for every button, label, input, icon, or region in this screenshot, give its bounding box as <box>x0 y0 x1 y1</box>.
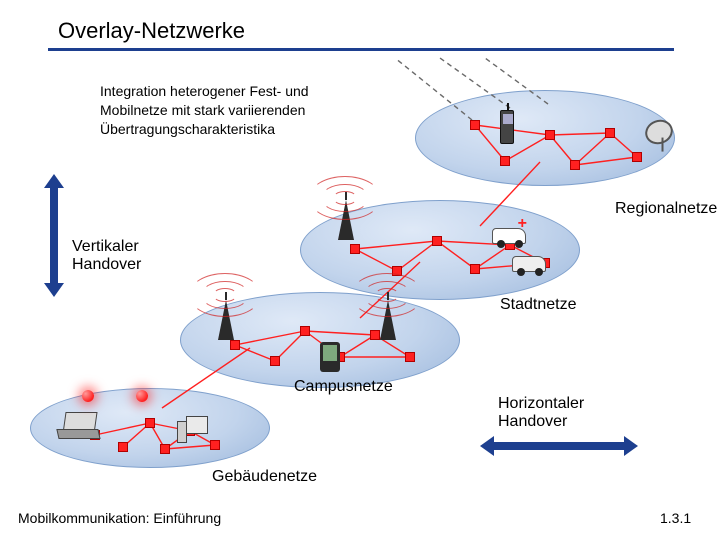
description-text: Integration heterogener Fest- und Mobiln… <box>100 82 360 139</box>
campus-node <box>370 330 380 340</box>
regional-node <box>570 160 580 170</box>
car-icon <box>512 256 546 272</box>
access-point-icon <box>82 390 94 402</box>
footer-right: 1.3.1 <box>660 510 691 526</box>
access-point-icon <box>136 390 148 402</box>
campus-node <box>270 356 280 366</box>
vertical-handover-label: Vertikaler Handover <box>72 238 141 274</box>
campus-node <box>230 340 240 350</box>
desktop-pc-icon <box>186 416 208 434</box>
laptop-icon <box>62 412 97 434</box>
city-node <box>350 244 360 254</box>
campus-label: Campusnetze <box>294 378 393 396</box>
regional-node <box>470 120 480 130</box>
horizontal-handover-label: Horizontaler Handover <box>498 395 584 431</box>
diagram-stage: Overlay-Netzwerke Integration heterogene… <box>0 0 720 540</box>
pda-icon <box>320 342 340 372</box>
regional-node <box>500 156 510 166</box>
radio-waves-icon <box>351 273 423 316</box>
regional-label: Regionalnetze <box>615 200 717 218</box>
regional-node <box>605 128 615 138</box>
radio-waves-icon <box>189 273 261 316</box>
campus-node <box>405 352 415 362</box>
vertical-handover-text: Vertikaler Handover <box>72 238 141 273</box>
radio-waves-icon <box>309 176 381 219</box>
horizontal-handover-arrow <box>494 442 624 450</box>
city-node <box>432 236 442 246</box>
vertical-handover-arrow <box>50 188 58 283</box>
page-title: Overlay-Netzwerke <box>58 18 245 44</box>
building-node <box>210 440 220 450</box>
horizontal-handover-text: Horizontaler Handover <box>498 395 584 430</box>
city-node <box>470 264 480 274</box>
city-label: Stadtnetze <box>500 296 577 314</box>
building-node <box>145 418 155 428</box>
building-node <box>160 444 170 454</box>
ambulance-icon <box>492 228 526 244</box>
title-underline <box>48 48 674 51</box>
building-node <box>118 442 128 452</box>
regional-node <box>545 130 555 140</box>
footer-left: Mobilkommunikation: Einführung <box>18 510 221 526</box>
regional-node <box>632 152 642 162</box>
campus-node <box>300 326 310 336</box>
building-label: Gebäudenetze <box>212 468 317 486</box>
mobile-phone-icon <box>500 110 514 144</box>
